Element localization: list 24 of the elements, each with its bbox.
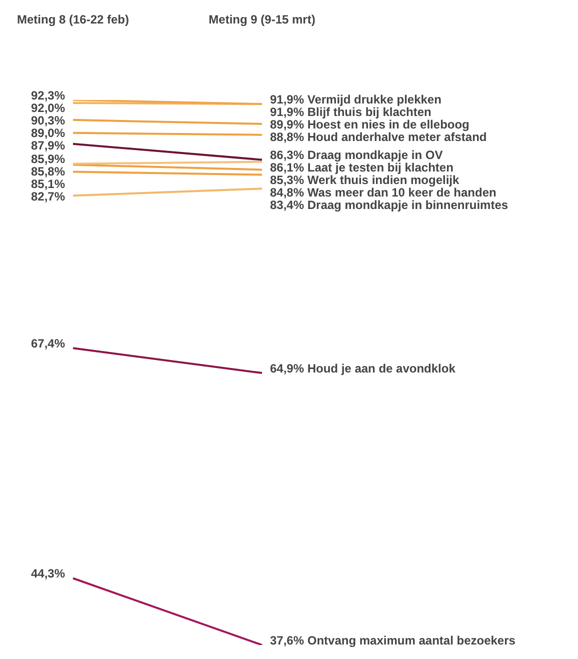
data-label: 92,3% <box>30 88 66 102</box>
text: 64,9% Houd je aan de avondklok <box>270 361 456 376</box>
data-label: 90,3% <box>30 113 66 128</box>
text: 88,8% Houd anderhalve meter afstand <box>270 130 487 144</box>
data-label: 44,3% <box>30 566 66 581</box>
data-label: 89,0% <box>30 126 66 140</box>
x-tick-label: Meting 9 (9-15 mrt) <box>208 12 316 26</box>
text: 91,9% Blijf thuis bij klachten <box>270 104 432 119</box>
data-label: 87,9% <box>30 138 66 152</box>
data-label: 82,7% <box>30 190 66 204</box>
data-label: 85,1% <box>30 177 66 192</box>
data-label: 67,4% <box>30 336 66 350</box>
text: 37,6% Ontvang maximum aantal bezoekers <box>270 633 516 648</box>
data-label: 85,9% <box>30 152 66 166</box>
data-label: 85,8% <box>30 164 66 179</box>
text: 84,8% Was meer dan 10 keer de handen <box>270 186 496 200</box>
text: 86,1% Laat je testen bij klachten <box>270 160 454 175</box>
data-label: 92,0% <box>30 100 66 115</box>
text: 86,3% Draag mondkapje in OV <box>270 148 443 162</box>
text: 91,9% Vermijd drukke plekken <box>270 92 442 106</box>
x-tick-label: Meting 8 (16-22 feb) <box>16 12 130 26</box>
text: 83,4% Draag mondkapje in binnenruimtes <box>270 198 508 212</box>
text: 85,3% Werk thuis indien mogelijk <box>270 173 460 188</box>
text: 89,9% Hoest en nies in de elleboog <box>270 117 470 132</box>
